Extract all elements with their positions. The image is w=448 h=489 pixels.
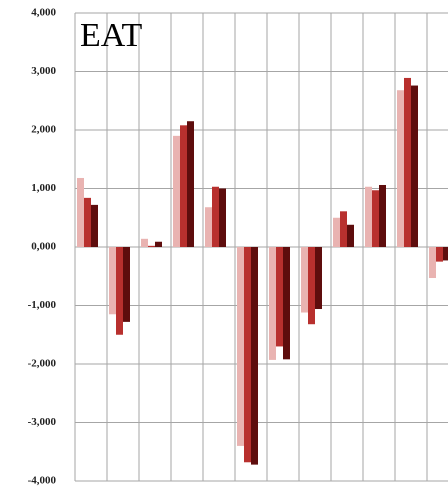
y-tick-label: 4,000 <box>31 7 56 19</box>
bar <box>411 85 418 247</box>
y-tick-label: -1,000 <box>28 299 57 311</box>
y-tick-label: -4,000 <box>28 475 57 487</box>
bar <box>244 247 251 463</box>
bar <box>372 190 379 247</box>
bar <box>109 247 116 315</box>
bar <box>365 186 372 247</box>
bar <box>141 238 148 247</box>
bar <box>180 125 187 247</box>
bar <box>123 247 130 322</box>
bar <box>148 245 155 247</box>
bar <box>237 247 244 446</box>
bar <box>276 247 283 347</box>
bar <box>379 184 386 247</box>
bars <box>77 77 448 465</box>
bar <box>443 247 448 261</box>
y-tick-label: 1,000 <box>31 182 56 194</box>
bar <box>212 186 219 247</box>
y-tick-label: 3,000 <box>31 65 56 77</box>
bar <box>333 217 340 247</box>
bar <box>84 197 91 247</box>
bar <box>187 121 194 247</box>
bar <box>429 247 436 279</box>
bar <box>219 188 226 247</box>
bar <box>436 247 443 262</box>
bar <box>315 247 322 310</box>
grid <box>74 12 448 482</box>
bar <box>91 204 98 247</box>
y-tick-label: -3,000 <box>28 416 57 428</box>
bar <box>340 211 347 247</box>
y-tick-label: -2,000 <box>28 358 57 370</box>
bar <box>308 247 315 325</box>
bar <box>77 177 84 247</box>
bar <box>251 247 258 465</box>
bar <box>205 207 212 247</box>
y-tick-label: 0,000 <box>31 241 56 253</box>
bar <box>269 247 276 360</box>
bar <box>404 77 411 247</box>
bar <box>155 241 162 247</box>
chart-title: EAT <box>80 17 143 54</box>
bar <box>301 247 308 313</box>
bar <box>116 247 123 335</box>
bar <box>347 224 354 247</box>
y-tick-label: 2,000 <box>31 124 56 136</box>
bar <box>283 247 290 360</box>
bar <box>397 90 404 247</box>
bar <box>173 135 180 247</box>
